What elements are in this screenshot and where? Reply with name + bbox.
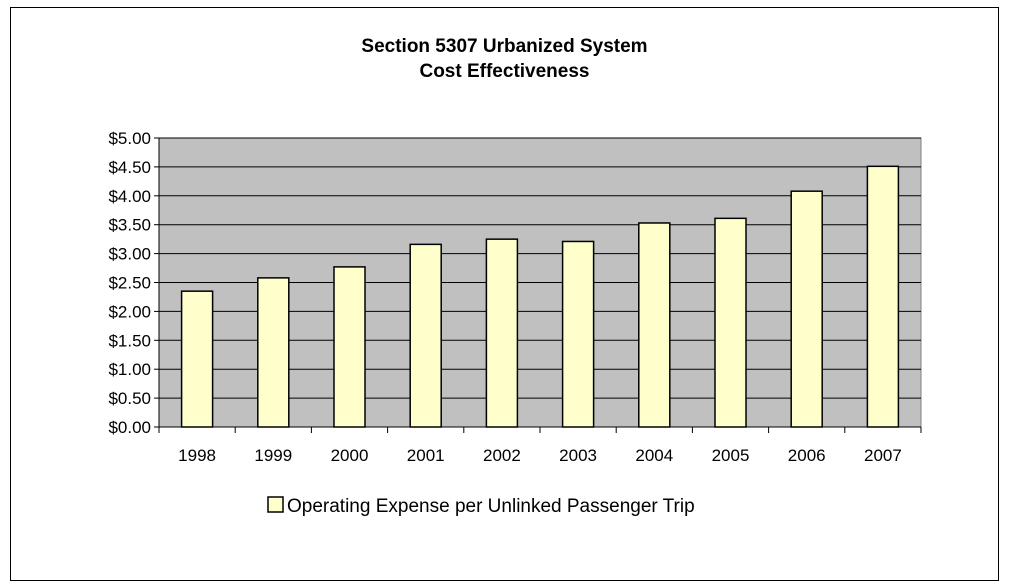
x-tick-label: 2000 [331, 446, 369, 465]
y-tick-label: $2.50 [108, 274, 151, 293]
bar [561, 240, 595, 428]
y-tick-label: $0.00 [108, 418, 151, 437]
bar [409, 243, 442, 428]
x-tick-label: 2004 [635, 446, 673, 465]
bar [866, 165, 900, 428]
y-tick-label: $1.00 [108, 360, 151, 379]
y-tick-label: $1.50 [108, 331, 151, 350]
chart-title: Section 5307 Urbanized System Cost Effec… [10, 34, 999, 84]
x-tick-label: 2005 [712, 446, 750, 465]
x-tick-label: 2003 [559, 446, 597, 465]
y-tick-label: $3.00 [108, 245, 151, 264]
y-tick-label: $3.50 [108, 216, 151, 235]
bar [485, 238, 519, 428]
y-tick-label: $0.50 [108, 389, 151, 408]
bar [180, 290, 214, 428]
x-tick-label: 2002 [483, 446, 521, 465]
legend-swatch [267, 496, 284, 513]
y-tick-label: $2.00 [108, 302, 151, 321]
bar [714, 217, 747, 428]
chart-title-line-2: Cost Effectiveness [419, 61, 590, 82]
y-tick-label: $5.00 [108, 129, 151, 148]
x-tick-label: 1998 [178, 446, 216, 465]
bar [333, 266, 366, 428]
y-tick-label: $4.00 [108, 187, 151, 206]
x-tick-label: 2001 [407, 446, 445, 465]
bar [790, 190, 823, 428]
chart-title-line-1: Section 5307 Urbanized System [361, 36, 648, 57]
bar [257, 277, 290, 428]
legend-label: Operating Expense per Unlinked Passenger… [287, 496, 695, 517]
x-tick-label: 2006 [788, 446, 826, 465]
x-tick-label: 2007 [864, 446, 902, 465]
y-tick-label: $4.50 [108, 158, 151, 177]
x-tick-label: 1999 [254, 446, 292, 465]
bar [638, 222, 671, 428]
